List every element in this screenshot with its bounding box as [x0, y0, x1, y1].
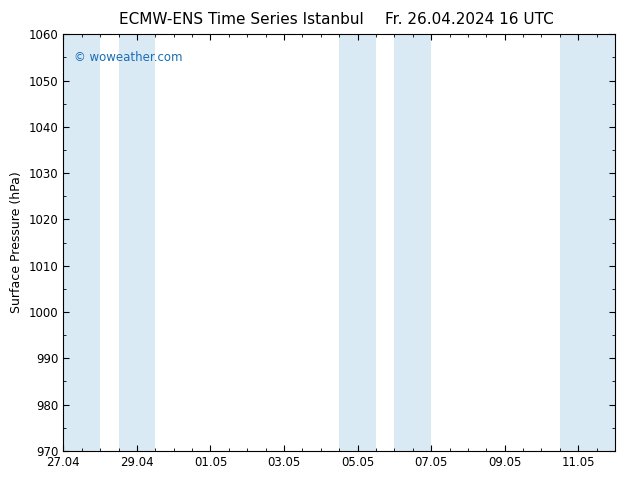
- Bar: [394, 34, 431, 451]
- Text: ECMW-ENS Time Series Istanbul: ECMW-ENS Time Series Istanbul: [119, 12, 363, 27]
- Bar: [119, 34, 155, 451]
- Text: © woweather.com: © woweather.com: [74, 51, 183, 64]
- Bar: [339, 34, 376, 451]
- Text: Fr. 26.04.2024 16 UTC: Fr. 26.04.2024 16 UTC: [385, 12, 553, 27]
- Y-axis label: Surface Pressure (hPa): Surface Pressure (hPa): [10, 172, 23, 314]
- Bar: [560, 34, 615, 451]
- Bar: [63, 34, 100, 451]
